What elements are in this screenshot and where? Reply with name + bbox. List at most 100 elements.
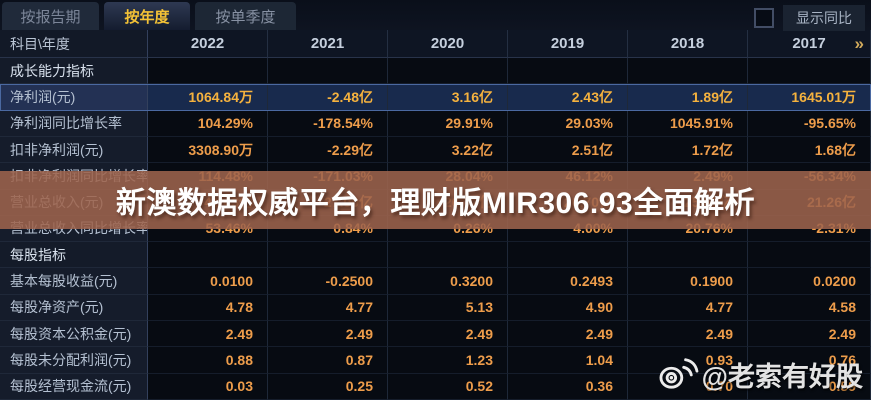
table-row[interactable]: 营业总收入(元) 41.43亿 27.00亿 26.77亿 26.70亿 25.67亿 21… — [0, 189, 871, 216]
cell-value: 26.77亿 — [388, 189, 508, 216]
table-row[interactable]: 营业总收入同比增长率 53.46% 0.84% 0.26% 4.00% 20.76% -2.… — [0, 215, 871, 243]
table-header-row: 科目\年度 2022 2021 2020 2019 2018 2017» — [0, 30, 871, 58]
column-header-year[interactable]: 2020 — [388, 30, 508, 58]
cell-value: 0.76 — [748, 347, 871, 374]
column-header-year[interactable]: 2019 — [508, 30, 628, 58]
tab-by-single-quarter[interactable]: 按单季度 — [195, 2, 296, 30]
cell-value: 29.91% — [388, 110, 508, 137]
cell-value: 0.26% — [388, 215, 508, 243]
cell-value: 29.03% — [508, 110, 628, 137]
row-label: 净利润(元) — [0, 84, 148, 111]
cell-value — [748, 242, 871, 269]
cell-value: 0.84% — [268, 215, 388, 243]
table-body: 成长能力指标 净利润(元) 1064.84万 -2.48亿 3.16亿 2.43亿 1.89… — [0, 58, 871, 400]
cell-value: 3.22亿 — [388, 136, 508, 164]
table-row[interactable]: 每股未分配利润(元) 0.88 0.87 1.23 1.04 0.93 0.76 — [0, 347, 871, 374]
cell-value: -171.03% — [268, 163, 388, 190]
cell-value: 114.48% — [148, 163, 268, 190]
table-row[interactable]: 净利润同比增长率 104.29% -178.54% 29.91% 29.03% 1045.… — [0, 110, 871, 137]
table-row[interactable]: 扣非净利润同比增长率 114.48% -171.03% 28.04% 46.12% 2.4… — [0, 163, 871, 190]
cell-value: 5.13 — [388, 294, 508, 322]
cell-value: 21.26亿 — [748, 189, 871, 216]
row-label: 基本每股收益(元) — [0, 268, 148, 295]
cell-value — [268, 58, 388, 85]
cell-value: 0.36 — [508, 373, 628, 400]
cell-value: -56.34% — [748, 163, 871, 190]
table-row[interactable]: 基本每股收益(元) 0.0100 -0.2500 0.3200 0.2493 0.1900… — [0, 268, 871, 295]
period-tabbar: 按报告期 按年度 按单季度 显示同比 — [0, 0, 871, 31]
cell-value: 1.23 — [388, 347, 508, 374]
column-header-year[interactable]: 2022 — [148, 30, 268, 58]
cell-value: 20.76% — [628, 215, 748, 243]
cell-value: -0.2500 — [268, 268, 388, 295]
cell-value: 0.87 — [268, 347, 388, 374]
tab-by-report-period[interactable]: 按报告期 — [2, 2, 99, 30]
cell-value: 2.49 — [508, 321, 628, 348]
row-label: 每股净资产(元) — [0, 294, 148, 322]
table-row[interactable]: 每股净资产(元) 4.78 4.77 5.13 4.90 4.77 4.58 — [0, 294, 871, 322]
cell-value: 4.90 — [508, 294, 628, 322]
row-label: 营业总收入(元) — [0, 189, 148, 216]
cell-value — [628, 242, 748, 269]
column-header-year[interactable]: 2018 — [628, 30, 748, 58]
table-row[interactable]: 每股经营现金流(元) 0.03 0.25 0.52 0.36 0.70 0.59 — [0, 373, 871, 400]
cell-value: 0.1900 — [628, 268, 748, 295]
cell-value — [628, 58, 748, 85]
cell-value — [148, 58, 268, 85]
cell-value — [508, 58, 628, 85]
cell-value: 25.67亿 — [628, 189, 748, 216]
cell-value: 0.52 — [388, 373, 508, 400]
row-label: 营业总收入同比增长率 — [0, 215, 148, 243]
cell-value: 4.58 — [748, 294, 871, 322]
cell-value: 2.43亿 — [508, 84, 628, 111]
column-header-year[interactable]: 2017» — [748, 30, 871, 58]
cell-value: 0.88 — [148, 347, 268, 374]
cell-value: 0.03 — [148, 373, 268, 400]
section-row: 每股指标 — [0, 242, 871, 269]
cell-value — [388, 242, 508, 269]
cell-value — [508, 242, 628, 269]
cell-value: 28.04% — [388, 163, 508, 190]
table-row[interactable]: 净利润(元) 1064.84万 -2.48亿 3.16亿 2.43亿 1.89亿 1645.… — [0, 84, 871, 111]
cell-value: 104.29% — [148, 110, 268, 137]
cell-value: 0.2493 — [508, 268, 628, 295]
cell-value: 27.00亿 — [268, 189, 388, 216]
cell-value: 2.49 — [748, 321, 871, 348]
row-label: 每股指标 — [0, 242, 148, 269]
cell-value: 4.78 — [148, 294, 268, 322]
cell-value: 1.68亿 — [748, 136, 871, 164]
row-label: 净利润同比增长率 — [0, 110, 148, 137]
cell-value: 2.49 — [628, 321, 748, 348]
cell-value: 41.43亿 — [148, 189, 268, 216]
cell-value: 53.46% — [148, 215, 268, 243]
table-row[interactable]: 每股资本公积金(元) 2.49 2.49 2.49 2.49 2.49 2.49 — [0, 321, 871, 348]
cell-value: 3308.90万 — [148, 136, 268, 164]
cell-value: 2.49% — [628, 163, 748, 190]
corner-header: 科目\年度 — [0, 30, 148, 58]
table-row[interactable]: 扣非净利润(元) 3308.90万 -2.29亿 3.22亿 2.51亿 1.72亿 1.6… — [0, 136, 871, 164]
cell-value: -2.29亿 — [268, 136, 388, 164]
cell-value: 3.16亿 — [388, 84, 508, 111]
cell-value: 26.70亿 — [508, 189, 628, 216]
cell-value: -2.31% — [748, 215, 871, 243]
show-yoy-checkbox[interactable] — [754, 8, 774, 28]
cell-value: 4.77 — [628, 294, 748, 322]
column-header-year[interactable]: 2021 — [268, 30, 388, 58]
cell-value: 2.49 — [388, 321, 508, 348]
cell-value — [388, 58, 508, 85]
cell-value: 0.3200 — [388, 268, 508, 295]
row-label: 每股资本公积金(元) — [0, 321, 148, 348]
cell-value: -2.48亿 — [268, 84, 388, 111]
more-columns-icon[interactable]: » — [854, 33, 865, 53]
cell-value: 0.25 — [268, 373, 388, 400]
cell-value: 0.93 — [628, 347, 748, 374]
cell-value: 4.77 — [268, 294, 388, 322]
tab-by-year[interactable]: 按年度 — [104, 2, 190, 30]
cell-value: -178.54% — [268, 110, 388, 137]
row-label: 每股经营现金流(元) — [0, 373, 148, 400]
show-yoy-button[interactable]: 显示同比 — [783, 5, 865, 31]
row-label: 扣非净利润同比增长率 — [0, 163, 148, 190]
cell-value: 1.89亿 — [628, 84, 748, 111]
cell-value: 1.04 — [508, 347, 628, 374]
